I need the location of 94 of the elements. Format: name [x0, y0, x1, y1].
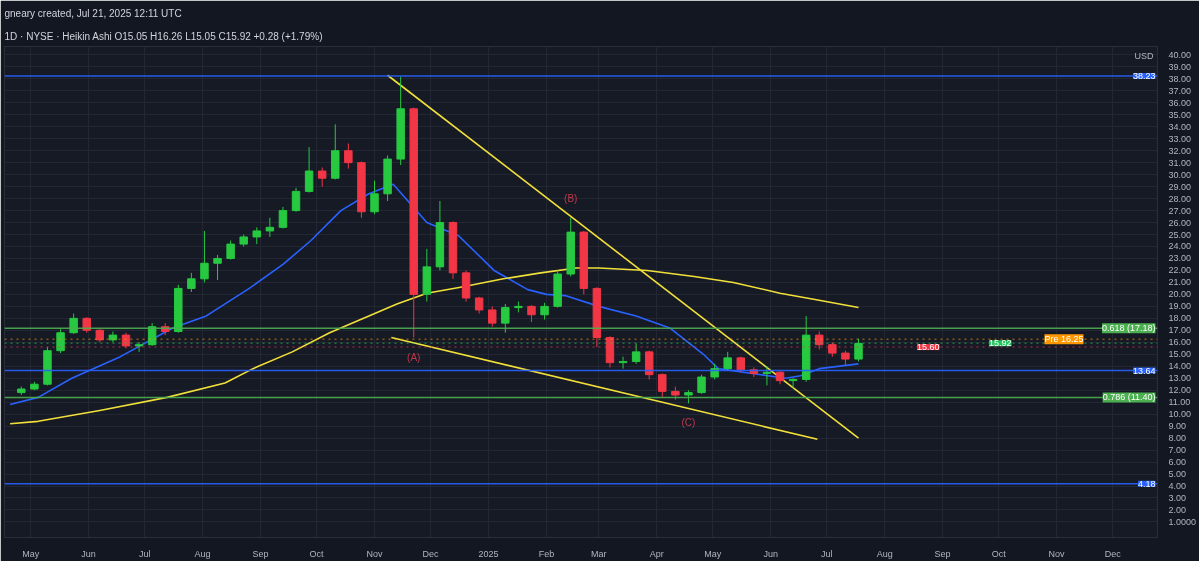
candlestick: [187, 272, 196, 293]
x-tick-label: Jul: [138, 548, 151, 559]
y-tick-label: 35.00: [1168, 109, 1192, 120]
candlestick: [317, 166, 327, 188]
y-tick-label: 8.00: [1168, 433, 1187, 444]
y-tick-label: 28.00: [1168, 193, 1192, 204]
annotation: (B): [564, 192, 578, 204]
y-tick-label: 33.00: [1168, 133, 1192, 144]
candlestick: [501, 303, 510, 334]
x-tick-label: May: [704, 548, 722, 559]
ref-line-label: 38.23: [1132, 71, 1156, 82]
ref-line-label: 0.618 (17.18): [1101, 323, 1156, 334]
y-tick-label: 14.00: [1168, 361, 1192, 372]
ref-line-label: 13.64: [1132, 365, 1156, 376]
candlestick: [56, 328, 65, 354]
x-tick-label: Oct: [309, 548, 325, 559]
y-tick-label: 18.00: [1168, 313, 1192, 324]
y-tick-label: 25.00: [1168, 229, 1192, 240]
x-tick-label: Sep: [252, 548, 269, 559]
x-tick-label: May: [22, 548, 40, 559]
y-tick-label: 17.00: [1168, 325, 1192, 336]
y-tick-label: 31.00: [1168, 157, 1192, 168]
x-tick-label: Jul: [820, 548, 833, 559]
candlestick: [213, 254, 222, 281]
y-tick-label: 16.00: [1168, 337, 1192, 348]
y-tick-label: 40.00: [1168, 49, 1192, 60]
x-tick-label: Dec: [1104, 548, 1122, 559]
y-tick-label: 2.00: [1168, 504, 1187, 515]
ref-line-label: 15.60: [916, 342, 940, 353]
ref-line-label: Pre 16.25: [1044, 334, 1084, 345]
y-tick-label: 23.00: [1168, 253, 1192, 264]
candlestick: [723, 351, 732, 372]
x-tick-label: Mar: [591, 548, 607, 559]
y-tick-label: 4.00: [1168, 481, 1187, 491]
y-tick-label: 30.00: [1168, 169, 1192, 180]
ref-line-label: 15.92: [988, 338, 1012, 349]
y-tick-label: 10.00: [1168, 409, 1192, 420]
candlestick: [304, 146, 314, 194]
x-tick-label: 2025: [478, 548, 499, 559]
y-tick-label: 13.00: [1168, 373, 1192, 384]
x-tick-label: Oct: [991, 548, 1007, 559]
candlestick: [697, 374, 706, 395]
candlestick: [631, 343, 641, 365]
y-tick-label: 34.00: [1168, 121, 1192, 132]
y-tick-label: 9.00: [1168, 421, 1187, 432]
y-tick-label: 27.00: [1168, 205, 1192, 216]
annotation: (A): [407, 351, 421, 363]
x-tick-label: Nov: [1048, 548, 1066, 559]
x-tick-label: Sep: [934, 548, 951, 559]
y-tick-label: 37.00: [1168, 85, 1192, 96]
chart-title: gneary created, Jul 21, 2025 12:11 UTC: [4, 7, 182, 19]
chart-subtitle: 1D · NYSE · Heikin Ashi O15.05 H16.26 L15.05 C15.92 +0.28 (+1.79%): [4, 30, 323, 42]
y-tick-label: 1.0000: [1168, 516, 1197, 527]
y-tick-label: 32.00: [1168, 145, 1192, 156]
y-tick-label: 19.00: [1168, 301, 1192, 312]
x-tick-label: Nov: [366, 548, 384, 559]
y-tick-label: 20.00: [1168, 289, 1192, 300]
annotation: USD: [1134, 50, 1154, 61]
y-tick-label: 11.00: [1168, 397, 1191, 408]
y-tick-label: 36.00: [1168, 97, 1192, 108]
ref-line-label: 0.786 (11.40): [1102, 392, 1156, 403]
candlestick: [658, 372, 667, 398]
x-tick-label: Aug: [876, 548, 893, 559]
y-tick-label: 21.00: [1168, 277, 1192, 288]
candlestick: [344, 143, 353, 170]
y-tick-label: 6.00: [1168, 457, 1187, 468]
y-tick-label: 5.00: [1168, 469, 1187, 480]
candlestick: [265, 217, 275, 238]
candlestick: [134, 341, 144, 353]
y-tick-label: 39.00: [1168, 61, 1192, 72]
annotation: (C): [681, 417, 696, 429]
y-tick-label: 22.00: [1168, 265, 1192, 276]
candlestick: [854, 338, 863, 362]
x-tick-label: Jun: [81, 548, 96, 559]
candlestick: [370, 180, 379, 215]
x-tick-label: Apr: [649, 548, 664, 559]
y-tick-label: 29.00: [1168, 181, 1192, 192]
y-tick-label: 15.00: [1168, 349, 1192, 360]
ref-line-label: 4.18: [1137, 478, 1156, 489]
y-tick-label: 12.00: [1168, 385, 1192, 396]
y-tick-label: 7.00: [1168, 445, 1187, 456]
candlestick: [291, 187, 301, 213]
x-tick-label: Dec: [422, 548, 440, 559]
candlestick: [226, 240, 235, 261]
candlestick: [488, 305, 497, 328]
y-tick-label: 24.00: [1168, 241, 1192, 252]
x-tick-label: Aug: [194, 548, 211, 559]
x-tick-label: Jun: [763, 548, 778, 559]
x-tick-label: Feb: [538, 548, 555, 559]
y-tick-label: 26.00: [1168, 217, 1192, 228]
y-tick-label: 38.00: [1168, 73, 1192, 84]
candlestick: [278, 206, 288, 230]
candlestick: [200, 230, 209, 283]
y-tick-label: 3.00: [1168, 492, 1187, 503]
